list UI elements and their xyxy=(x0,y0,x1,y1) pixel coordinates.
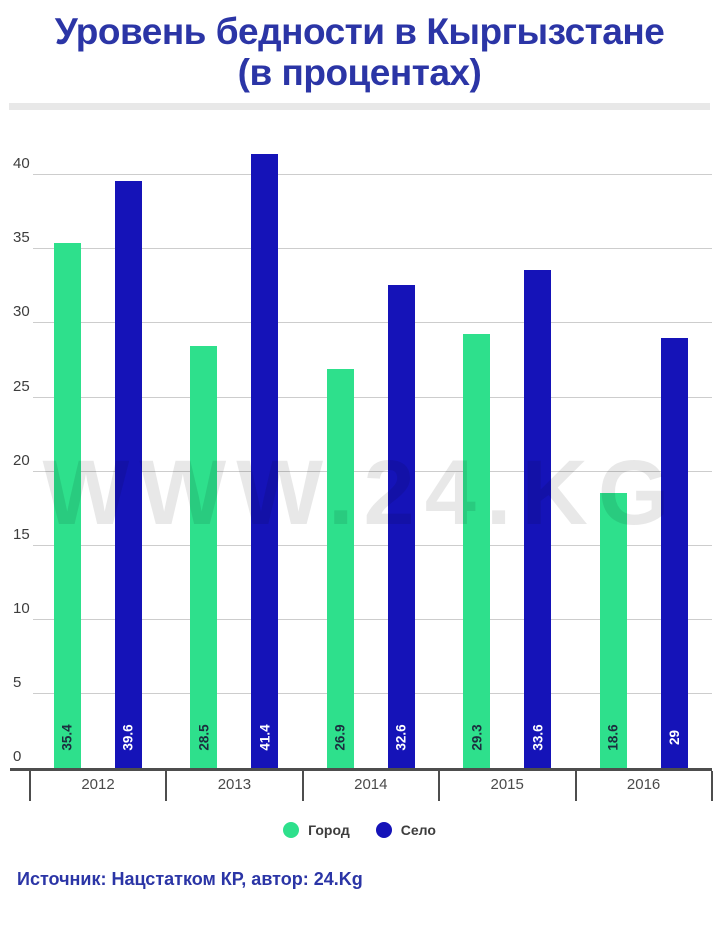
bar-value-label: 32.6 xyxy=(393,724,409,751)
x-axis-separator xyxy=(711,771,713,802)
y-tick-label-10: 10 xyxy=(13,600,30,618)
legend-label: Город xyxy=(308,822,350,839)
bar-value-label-box: 33.6 xyxy=(524,706,551,768)
legend-swatch-icon xyxy=(375,822,392,839)
x-axis-label-2014: 2014 xyxy=(354,776,388,794)
bar-2012-Город: 35.4 xyxy=(54,243,81,769)
x-axis-separator xyxy=(301,771,304,802)
gridline-25 xyxy=(33,396,712,398)
bar-value-label: 28.5 xyxy=(196,724,212,751)
gridline-20 xyxy=(33,470,712,472)
bar-2016-Село: 29 xyxy=(660,338,688,769)
bar-value-label-box: 39.6 xyxy=(115,706,142,768)
x-axis-band: 2012 2013 2014 2015 2016 xyxy=(10,771,713,802)
y-tick-label-20: 20 xyxy=(13,451,30,469)
bar-2015-Город: 29.3 xyxy=(463,333,491,769)
bar-value-label-box: 18.6 xyxy=(600,706,627,768)
bar-2014-Город: 26.9 xyxy=(326,369,354,769)
bar-value-label: 41.4 xyxy=(257,724,273,751)
y-tick-label-25: 25 xyxy=(13,377,30,395)
bar-value-label-box: 35.4 xyxy=(54,706,81,768)
chart-title: Уровень бедности в Кыргызстане (в процен… xyxy=(20,11,699,93)
x-axis-separator xyxy=(165,771,168,802)
bar-value-label: 18.6 xyxy=(605,724,621,751)
plot-area: WWW.24.KG 0 5 10 15 20 25 30 35 40 35.4 39.6 28.5 41… xyxy=(10,151,712,772)
gridline-15 xyxy=(33,544,712,546)
gridline-5 xyxy=(33,693,712,695)
x-axis-separator xyxy=(438,771,441,802)
x-axis-line xyxy=(10,768,712,772)
bar-value-label: 33.6 xyxy=(530,724,546,751)
chart-title-line2: (в процентах) xyxy=(237,51,482,93)
legend-swatch-icon xyxy=(283,822,300,839)
x-axis-label-2016: 2016 xyxy=(626,776,661,794)
chart-title-line1: Уровень бедности в Кыргызстане xyxy=(54,11,665,52)
legend-item-Город: Город xyxy=(283,822,350,839)
bar-2016-Город: 18.6 xyxy=(599,492,627,769)
x-axis-label-2013: 2013 xyxy=(217,776,252,794)
bar-value-label: 29 xyxy=(666,729,682,745)
x-axis-label-2012: 2012 xyxy=(81,776,115,794)
y-tick-label-5: 5 xyxy=(13,674,22,692)
x-axis-separator xyxy=(29,771,31,802)
bar-value-label: 29.3 xyxy=(469,724,485,751)
y-tick-label-30: 30 xyxy=(13,303,30,321)
y-tick-label-35: 35 xyxy=(13,229,30,247)
y-tick-label-40: 40 xyxy=(13,155,30,173)
x-axis-label-2015: 2015 xyxy=(490,776,524,794)
bar-value-label-box: 29 xyxy=(661,706,688,768)
bar-value-label-box: 41.4 xyxy=(251,706,278,768)
bar-value-label: 35.4 xyxy=(60,724,75,751)
legend: Город Село xyxy=(0,815,719,845)
bar-2014-Село: 32.6 xyxy=(387,284,415,769)
y-tick-label-15: 15 xyxy=(13,525,30,543)
y-tick-label-0: 0 xyxy=(13,748,22,766)
legend-label: Село xyxy=(400,822,436,839)
gridline-10 xyxy=(33,619,712,621)
bar-value-label-box: 26.9 xyxy=(327,706,354,768)
gridline-35 xyxy=(33,248,712,250)
bar-value-label-box: 29.3 xyxy=(463,706,490,768)
bar-2013-Село: 41.4 xyxy=(251,154,279,769)
bar-value-label: 26.9 xyxy=(332,724,348,751)
bar-value-label: 39.6 xyxy=(121,724,136,751)
bar-2015-Село: 33.6 xyxy=(524,270,552,769)
gridline-40 xyxy=(33,174,712,176)
x-axis-separator xyxy=(574,771,577,802)
bar-value-label-box: 32.6 xyxy=(388,706,415,768)
bar-2012-Село: 39.6 xyxy=(115,181,142,769)
source-note: Источник: Нацстатком КР, автор: 24.Kg xyxy=(17,869,363,890)
title-divider xyxy=(9,103,710,111)
bar-value-label-box: 28.5 xyxy=(190,706,217,768)
infographic-page: Уровень бедности в Кыргызстане (в процен… xyxy=(0,11,719,890)
legend-item-Село: Село xyxy=(375,822,436,839)
bar-2013-Город: 28.5 xyxy=(190,345,218,769)
gridline-30 xyxy=(33,322,712,324)
